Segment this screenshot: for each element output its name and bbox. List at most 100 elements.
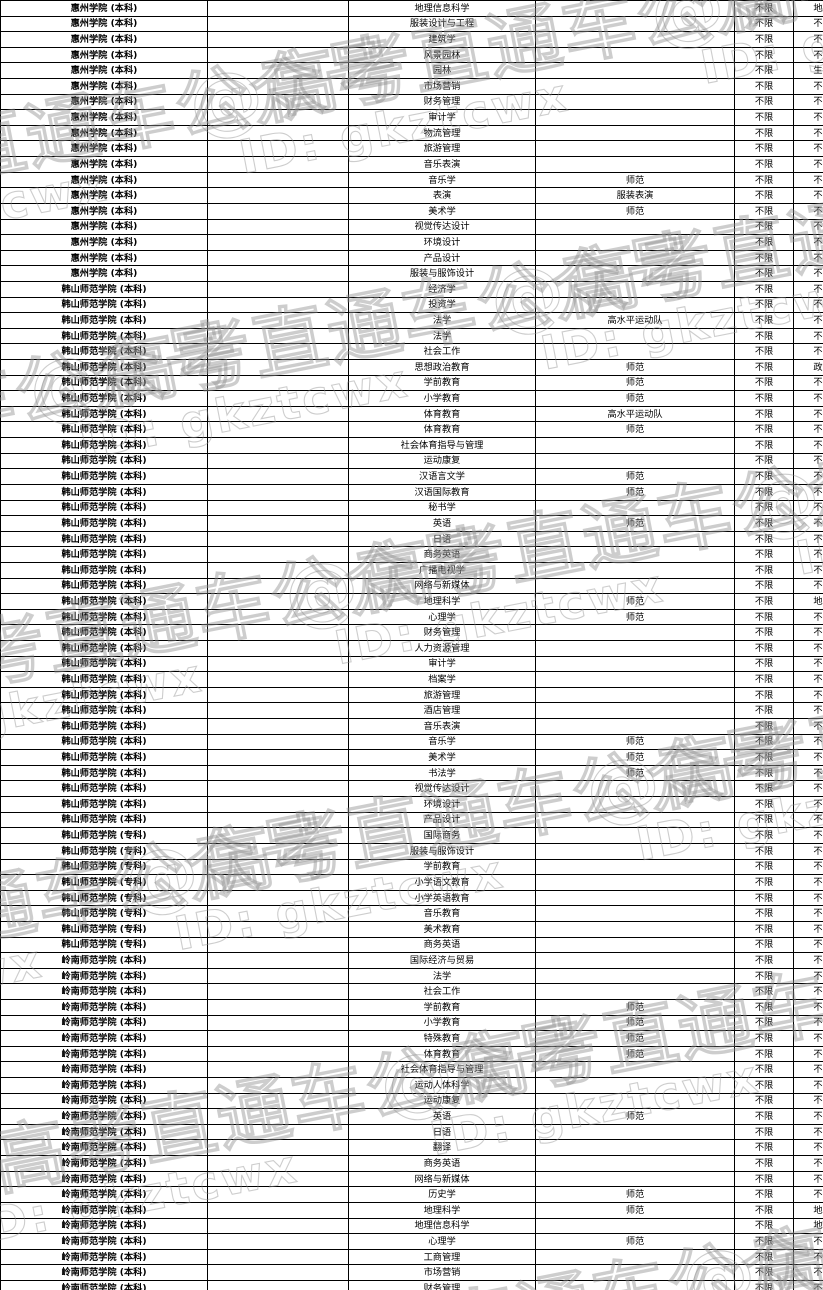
- cell-major[interactable]: 财务管理: [348, 1279, 536, 1290]
- cell-blank1[interactable]: [207, 1139, 349, 1157]
- cell-remark[interactable]: [535, 296, 735, 314]
- cell-major[interactable]: 园林: [348, 62, 536, 80]
- cell-remark[interactable]: [535, 671, 735, 688]
- cell-school[interactable]: 岭南师范学院 (本科): [0, 999, 208, 1016]
- table-row[interactable]: 韩山师范学院 (本科) 档案学 不限不限: [0, 671, 823, 688]
- cell-sub1[interactable]: 不限: [734, 671, 794, 688]
- table-row[interactable]: 韩山师范学院 (本科)小学教育师范不限不限: [0, 390, 823, 407]
- cell-sub1[interactable]: 不限: [734, 780, 794, 798]
- cell-major[interactable]: 学前教育: [348, 999, 536, 1016]
- cell-school[interactable]: 韩山师范学院 (本科): [0, 312, 208, 329]
- cell-blank1[interactable]: [207, 874, 349, 891]
- cell-blank1[interactable]: [207, 93, 349, 111]
- cell-sub2[interactable]: 不限: [793, 46, 823, 64]
- cell-school[interactable]: 岭南师范学院 (本科): [0, 1279, 208, 1290]
- cell-major[interactable]: 英语: [348, 1108, 536, 1125]
- cell-sub2[interactable]: 政治: [793, 359, 823, 376]
- cell-remark[interactable]: 师范: [535, 999, 735, 1016]
- cell-sub1[interactable]: 不限: [734, 0, 794, 17]
- cell-sub1[interactable]: 不限: [734, 156, 794, 173]
- cell-school[interactable]: 岭南师范学院 (本科): [0, 1170, 208, 1188]
- table-row[interactable]: 惠州学院 (本科) 市场营销 不限不限: [0, 78, 823, 95]
- table-row[interactable]: 韩山师范学院 (本科) 社会体育指导与管理 不限不限: [0, 437, 823, 454]
- cell-sub1[interactable]: 不限: [734, 1092, 794, 1110]
- cell-sub2[interactable]: 不限: [793, 343, 823, 361]
- cell-school[interactable]: 岭南师范学院 (本科): [0, 1155, 208, 1172]
- cell-sub2[interactable]: 不限: [793, 1186, 823, 1203]
- cell-major[interactable]: 运动康复: [348, 452, 536, 470]
- cell-remark[interactable]: [535, 796, 735, 813]
- cell-remark[interactable]: [535, 343, 735, 361]
- cell-school[interactable]: 岭南师范学院 (本科): [0, 1201, 208, 1219]
- cell-major[interactable]: 人力资源管理: [348, 639, 536, 657]
- cell-sub1[interactable]: 不限: [734, 749, 794, 766]
- table-row[interactable]: 惠州学院 (本科)美术学师范不限不限: [0, 202, 823, 220]
- table-row[interactable]: 岭南师范学院 (本科) 地理信息科学 不限地理: [0, 1217, 823, 1235]
- cell-sub2[interactable]: 不限: [793, 1170, 823, 1188]
- cell-blank1[interactable]: [207, 764, 349, 782]
- cell-school[interactable]: 惠州学院 (本科): [0, 171, 208, 189]
- cell-remark[interactable]: 师范: [535, 764, 735, 782]
- cell-remark[interactable]: 师范: [535, 1030, 735, 1047]
- cell-sub1[interactable]: 不限: [734, 733, 794, 751]
- cell-sub2[interactable]: 不限: [793, 405, 823, 423]
- cell-sub1[interactable]: 不限: [734, 952, 794, 969]
- cell-remark[interactable]: [535, 62, 735, 80]
- cell-remark[interactable]: [535, 280, 735, 298]
- cell-sub2[interactable]: 不限: [793, 999, 823, 1016]
- cell-sub1[interactable]: 不限: [734, 515, 794, 532]
- cell-school[interactable]: 岭南师范学院 (本科): [0, 1030, 208, 1047]
- cell-blank1[interactable]: [207, 983, 349, 1000]
- cell-sub2[interactable]: 不限: [793, 780, 823, 798]
- cell-sub2[interactable]: 不限: [793, 124, 823, 142]
- cell-sub1[interactable]: 不限: [734, 718, 794, 735]
- cell-sub2[interactable]: 不限: [793, 1014, 823, 1032]
- cell-major[interactable]: 运动康复: [348, 1092, 536, 1110]
- cell-blank1[interactable]: [207, 686, 349, 704]
- cell-sub1[interactable]: 不限: [734, 15, 794, 33]
- cell-major[interactable]: 财务管理: [348, 93, 536, 111]
- cell-blank1[interactable]: [207, 1123, 349, 1141]
- cell-school[interactable]: 韩山师范学院 (本科): [0, 764, 208, 782]
- cell-sub2[interactable]: 不限: [793, 577, 823, 595]
- cell-blank1[interactable]: [207, 1233, 349, 1250]
- table-row[interactable]: 惠州学院 (本科) 服装设计与工程 不限不限: [0, 15, 823, 33]
- cell-major[interactable]: 法学: [348, 967, 536, 985]
- cell-blank1[interactable]: [207, 421, 349, 439]
- cell-remark[interactable]: [535, 702, 735, 720]
- cell-school[interactable]: 韩山师范学院 (专科): [0, 936, 208, 954]
- table-row[interactable]: 惠州学院 (本科) 财务管理 不限不限: [0, 93, 823, 111]
- cell-blank1[interactable]: [207, 1014, 349, 1032]
- cell-major[interactable]: 国际商务: [348, 827, 536, 844]
- cell-sub1[interactable]: 不限: [734, 1014, 794, 1032]
- cell-sub1[interactable]: 不限: [734, 499, 794, 517]
- cell-remark[interactable]: 师范: [535, 468, 735, 485]
- cell-blank1[interactable]: [207, 312, 349, 329]
- cell-school[interactable]: 惠州学院 (本科): [0, 78, 208, 95]
- cell-sub2[interactable]: 不限: [793, 468, 823, 485]
- cell-remark[interactable]: 师范: [535, 515, 735, 532]
- cell-school[interactable]: 惠州学院 (本科): [0, 124, 208, 142]
- cell-remark[interactable]: 师范: [535, 171, 735, 189]
- cell-blank1[interactable]: [207, 936, 349, 954]
- cell-sub2[interactable]: 不限: [793, 93, 823, 111]
- cell-major[interactable]: 思想政治教育: [348, 359, 536, 376]
- cell-sub1[interactable]: 不限: [734, 280, 794, 298]
- cell-remark[interactable]: [535, 249, 735, 267]
- table-row[interactable]: 韩山师范学院 (本科) 经济学 不限不限: [0, 280, 823, 298]
- table-row[interactable]: 岭南师范学院 (本科) 社会体育指导与管理 不限不限: [0, 1061, 823, 1079]
- cell-remark[interactable]: 高水平运动队: [535, 312, 735, 329]
- cell-blank1[interactable]: [207, 46, 349, 64]
- cell-blank1[interactable]: [207, 967, 349, 985]
- cell-remark[interactable]: [535, 1092, 735, 1110]
- cell-school[interactable]: 惠州学院 (本科): [0, 0, 208, 17]
- cell-remark[interactable]: [535, 577, 735, 595]
- cell-school[interactable]: 韩山师范学院 (本科): [0, 421, 208, 439]
- cell-blank1[interactable]: [207, 515, 349, 532]
- cell-major[interactable]: 物流管理: [348, 124, 536, 142]
- cell-sub2[interactable]: 不限: [793, 811, 823, 829]
- table-row[interactable]: 韩山师范学院 (专科) 服装与服饰设计 不限不限: [0, 842, 823, 860]
- cell-remark[interactable]: [535, 983, 735, 1000]
- cell-sub1[interactable]: 不限: [734, 46, 794, 64]
- cell-sub2[interactable]: 不限: [793, 1264, 823, 1281]
